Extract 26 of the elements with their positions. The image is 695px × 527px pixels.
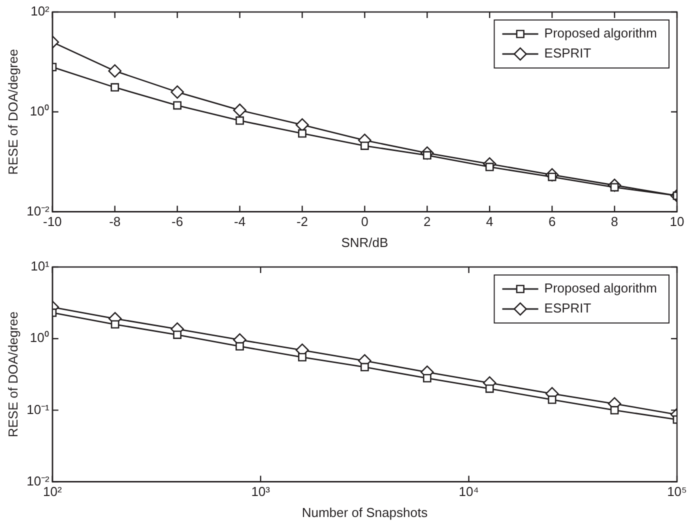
x-tick-label: 10³	[251, 484, 271, 500]
legend-label: Proposed algorithm	[544, 26, 658, 41]
x-tick-label: 8	[610, 214, 618, 230]
x-axis-title: Number of Snapshots	[302, 504, 428, 520]
x-tick-label: -6	[172, 214, 184, 230]
x-tick-label: 0	[361, 214, 368, 230]
legend-label: ESPRIT	[544, 300, 592, 316]
x-tick-label: 10⁴	[458, 484, 479, 500]
y-tick-label: 10⁻¹	[26, 402, 50, 417]
y-tick-label: 10²	[30, 4, 50, 19]
legend-label: Proposed algorithm	[544, 280, 658, 296]
x-tick-label: 2	[424, 214, 431, 230]
x-tick-label: 4	[486, 214, 494, 230]
y-axis-title: RESE of DOA/degree	[5, 312, 20, 438]
x-tick-label: -4	[234, 214, 246, 230]
x-tick-label: 10⁵	[667, 484, 687, 500]
legend-label: ESPRIT	[544, 46, 592, 61]
y-tick-label: 10¹	[30, 258, 50, 274]
x-tick-label: 10	[670, 214, 684, 230]
x-axis-title: SNR/dB	[341, 234, 388, 250]
x-tick-label: -8	[109, 214, 121, 230]
y-tick-label: 10⁰	[30, 103, 50, 118]
x-tick-label: 6	[548, 214, 556, 230]
x-tick-label: -2	[296, 214, 308, 230]
y-axis-title: RESE of DOA/degree	[5, 49, 20, 175]
y-tick-label: 10⁰	[30, 330, 50, 346]
